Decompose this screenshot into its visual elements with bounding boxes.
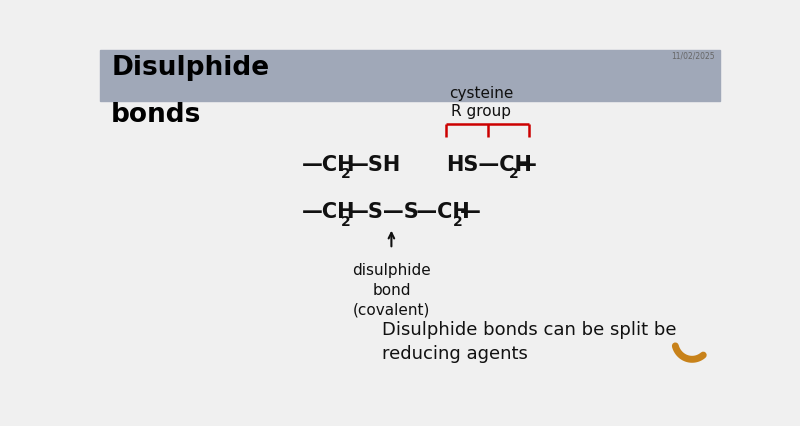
Text: 2: 2 (341, 214, 350, 228)
Text: Disulphide bonds can be split be
reducing agents: Disulphide bonds can be split be reducin… (382, 321, 677, 362)
Text: —SH: —SH (348, 154, 402, 174)
Text: 2: 2 (509, 167, 518, 181)
Text: cysteine
R group: cysteine R group (449, 86, 514, 119)
Text: —S—S: —S—S (348, 202, 420, 222)
Bar (100, 51, 720, 102)
Text: bonds: bonds (111, 102, 202, 128)
Text: 2: 2 (341, 167, 350, 181)
Text: 11/02/2025: 11/02/2025 (671, 52, 715, 61)
Text: Disulphide: Disulphide (111, 55, 270, 81)
Text: 2: 2 (453, 214, 462, 228)
Text: HS—CH: HS—CH (446, 154, 532, 174)
Text: —: — (459, 202, 481, 222)
Text: disulphide
bond
(covalent): disulphide bond (covalent) (352, 263, 430, 317)
Text: —CH: —CH (409, 202, 470, 222)
Text: —CH: —CH (302, 202, 355, 222)
Text: —CH: —CH (302, 154, 355, 174)
Text: —: — (516, 154, 537, 174)
